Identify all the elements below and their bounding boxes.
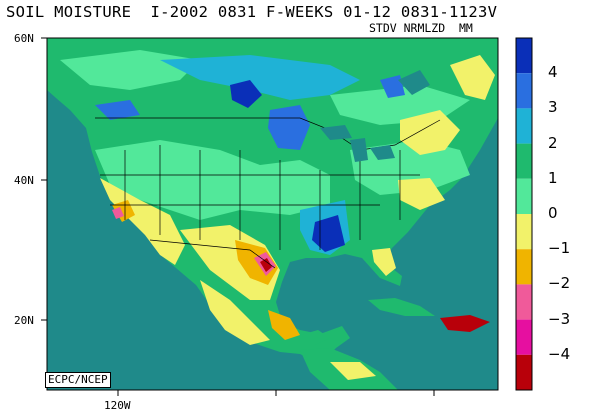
legend-swatch [516,214,532,250]
credit-label: ECPC/NCEP [45,372,111,388]
legend-label: 0 [548,204,558,222]
axis-ticks [41,37,435,396]
legend-swatch [516,38,532,74]
map-subtitle: STDV NRMLZD MM [369,21,473,35]
lat-label-60n: 60N [14,32,34,45]
lat-label-20n: 20N [14,314,34,327]
color-legend [515,37,533,391]
legend-swatch [516,178,532,214]
legend-swatch [516,73,532,109]
political-borders [95,117,441,269]
map-frame [46,37,499,391]
legend-label: 1 [548,168,558,187]
lon-label-120w: 120W [104,399,131,412]
legend-swatch [516,284,532,320]
legend-swatch [516,249,532,285]
legend-label: 2 [548,133,558,152]
legend-label: −3 [548,309,571,328]
legend-swatch [516,319,532,355]
legend-label: 4 [548,63,558,82]
land-soil-moisture [47,38,498,390]
map-title: SOIL MOISTURE I-2002 0831 F-WEEKS 01-12 … [6,3,498,21]
lat-label-40n: 40N [14,174,34,187]
great-lakes [320,70,430,162]
legend-label: 3 [548,98,558,117]
legend-swatch [516,143,532,179]
legend-label: −4 [548,344,571,363]
legend-swatch [516,354,532,390]
legend-label: −1 [548,239,571,258]
legend-border [515,37,533,391]
legend-swatch [516,108,532,144]
legend-label: −2 [548,274,571,293]
